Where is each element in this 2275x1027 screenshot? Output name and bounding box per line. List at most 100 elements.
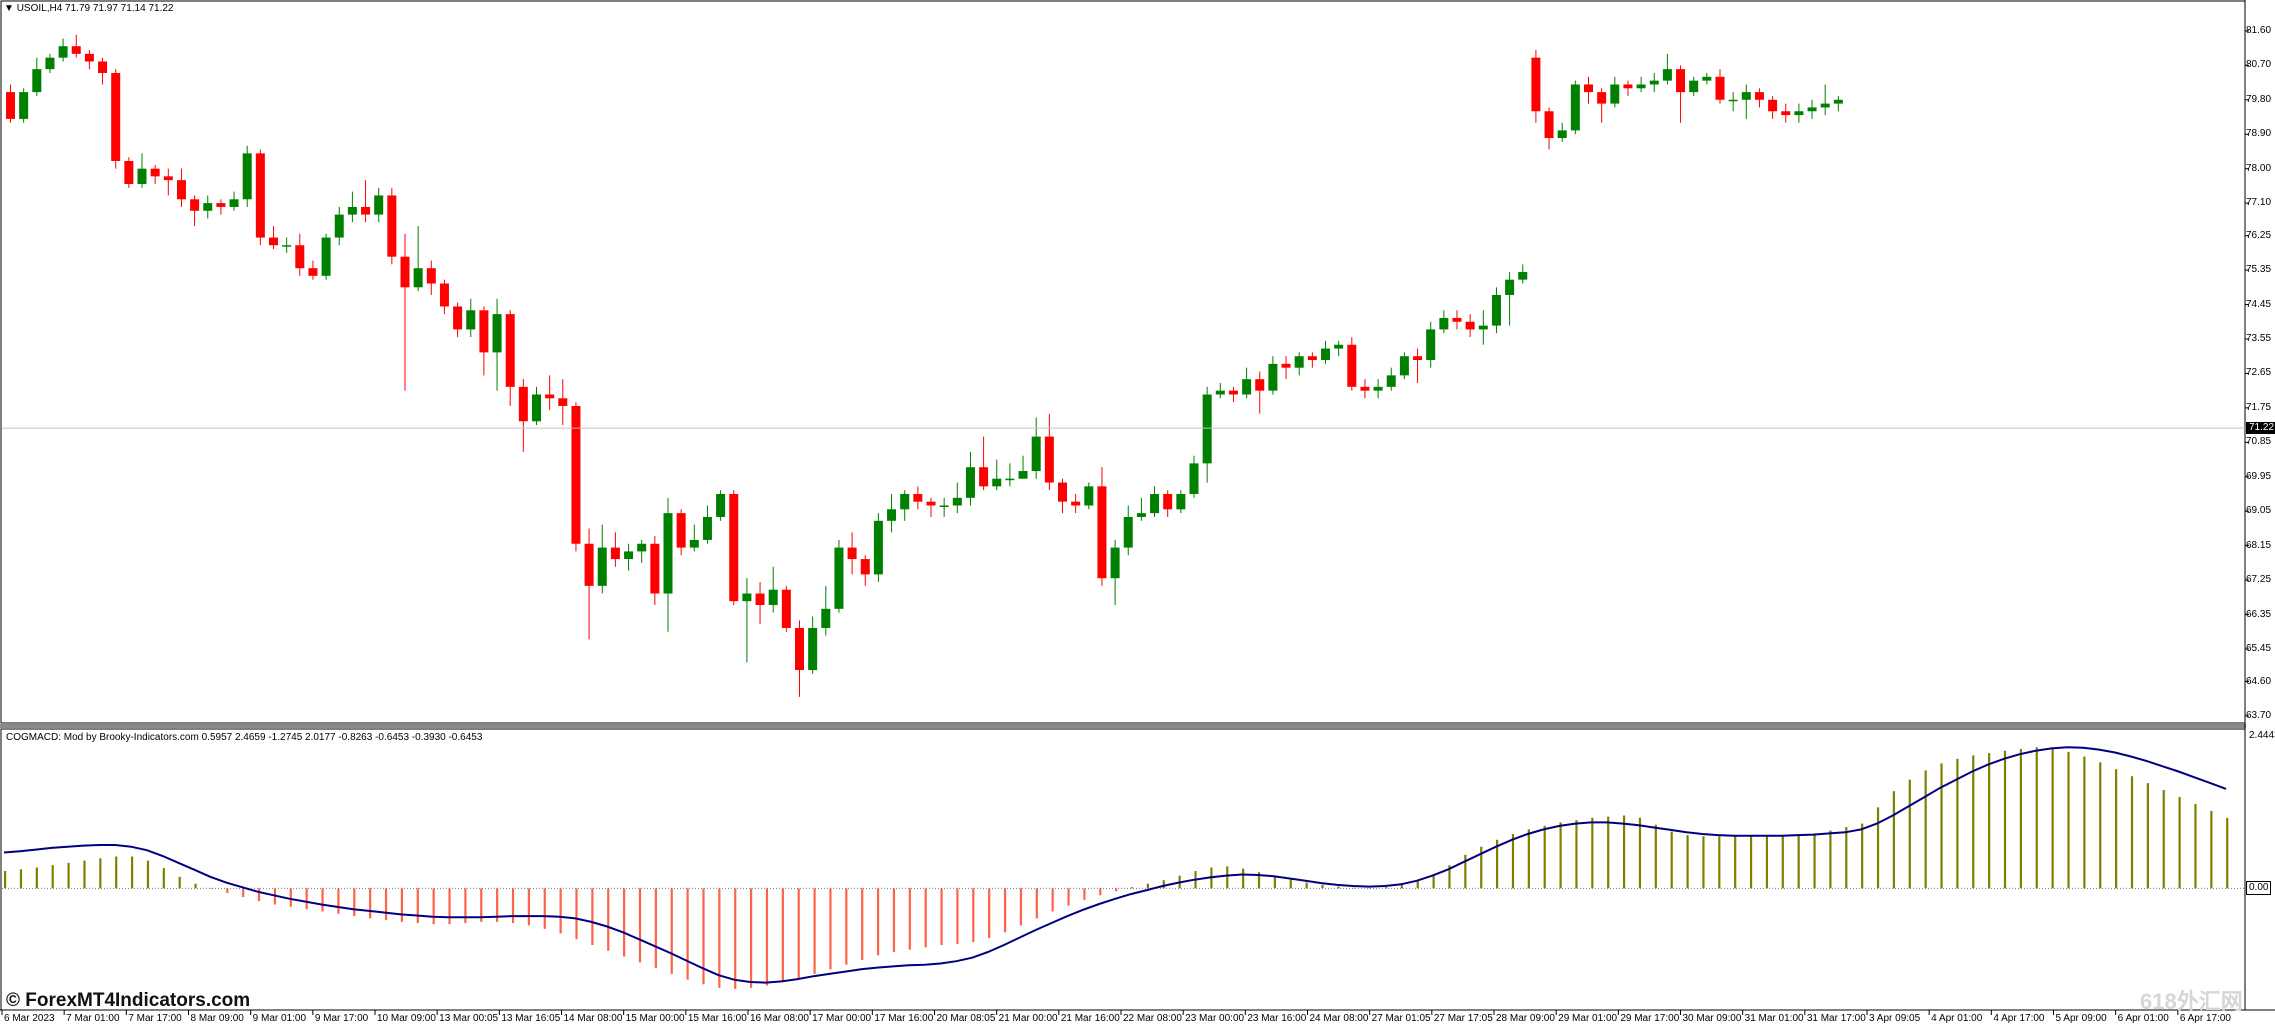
bull-candle[interactable]: [834, 547, 844, 609]
bear-candle[interactable]: [1531, 57, 1541, 112]
bull-candle[interactable]: [334, 214, 344, 238]
bear-candle[interactable]: [361, 206, 371, 215]
bull-candle[interactable]: [1807, 107, 1817, 112]
bear-candle[interactable]: [1071, 501, 1081, 506]
bull-candle[interactable]: [1123, 516, 1133, 548]
bull-candle[interactable]: [1005, 478, 1015, 481]
bull-candle[interactable]: [32, 69, 42, 93]
bull-candle[interactable]: [1505, 279, 1515, 295]
bear-candle[interactable]: [1281, 363, 1291, 368]
bull-candle[interactable]: [58, 46, 68, 58]
bull-candle[interactable]: [1373, 386, 1383, 391]
bull-candle[interactable]: [1018, 471, 1028, 479]
bull-candle[interactable]: [1439, 317, 1449, 330]
bear-candle[interactable]: [1597, 92, 1607, 104]
bear-candle[interactable]: [163, 176, 173, 181]
bear-candle[interactable]: [847, 547, 857, 560]
bear-candle[interactable]: [255, 153, 265, 238]
bull-candle[interactable]: [347, 206, 357, 215]
bear-candle[interactable]: [610, 547, 620, 560]
bull-candle[interactable]: [1794, 111, 1804, 116]
bear-candle[interactable]: [479, 310, 489, 353]
bull-candle[interactable]: [282, 245, 292, 247]
bull-candle[interactable]: [1189, 463, 1199, 495]
bear-candle[interactable]: [729, 494, 739, 602]
bull-candle[interactable]: [1202, 394, 1212, 464]
bear-candle[interactable]: [1781, 111, 1791, 116]
bear-candle[interactable]: [1228, 390, 1238, 395]
bear-candle[interactable]: [781, 589, 791, 628]
bull-candle[interactable]: [1176, 494, 1186, 510]
bull-candle[interactable]: [689, 539, 699, 548]
bear-candle[interactable]: [71, 46, 81, 54]
bear-candle[interactable]: [1452, 317, 1462, 322]
bear-candle[interactable]: [453, 306, 463, 330]
bear-candle[interactable]: [1097, 486, 1107, 579]
bull-candle[interactable]: [1268, 363, 1278, 391]
bull-candle[interactable]: [900, 494, 910, 510]
bull-candle[interactable]: [768, 589, 778, 606]
bear-candle[interactable]: [1255, 379, 1265, 391]
bull-candle[interactable]: [242, 153, 252, 200]
bull-candle[interactable]: [45, 57, 55, 70]
bear-candle[interactable]: [926, 501, 936, 506]
bull-candle[interactable]: [1321, 348, 1330, 361]
bull-candle[interactable]: [887, 509, 897, 521]
bull-candle[interactable]: [1610, 84, 1620, 104]
bull-candle[interactable]: [939, 505, 949, 507]
bear-candle[interactable]: [505, 314, 515, 387]
bear-candle[interactable]: [308, 268, 318, 276]
bear-candle[interactable]: [913, 494, 923, 502]
bull-candle[interactable]: [1478, 325, 1488, 330]
bear-candle[interactable]: [1715, 76, 1725, 100]
bear-candle[interactable]: [1347, 344, 1357, 387]
bull-candle[interactable]: [637, 543, 647, 552]
bull-candle[interactable]: [413, 268, 423, 288]
bull-candle[interactable]: [19, 92, 29, 119]
bear-candle[interactable]: [439, 283, 449, 307]
bear-candle[interactable]: [795, 627, 804, 671]
bear-candle[interactable]: [1058, 482, 1067, 502]
bull-candle[interactable]: [965, 467, 975, 498]
bull-candle[interactable]: [1518, 272, 1528, 280]
bull-candle[interactable]: [1820, 103, 1830, 108]
bear-candle[interactable]: [400, 256, 410, 288]
bear-candle[interactable]: [571, 405, 581, 544]
bear-candle[interactable]: [295, 245, 305, 269]
bear-candle[interactable]: [1413, 356, 1423, 361]
bull-candle[interactable]: [1215, 390, 1225, 395]
bear-candle[interactable]: [111, 72, 121, 162]
bull-candle[interactable]: [742, 593, 752, 602]
bear-candle[interactable]: [1044, 436, 1054, 483]
panel-separator[interactable]: [0, 724, 2246, 728]
bull-candle[interactable]: [466, 310, 476, 330]
bull-candle[interactable]: [992, 478, 1002, 487]
bull-candle[interactable]: [492, 314, 502, 353]
bull-candle[interactable]: [1702, 76, 1712, 81]
bull-candle[interactable]: [1491, 294, 1501, 326]
bull-candle[interactable]: [1426, 329, 1436, 361]
bull-candle[interactable]: [873, 520, 883, 575]
bear-candle[interactable]: [387, 195, 397, 257]
bear-candle[interactable]: [650, 543, 660, 594]
bull-candle[interactable]: [1386, 375, 1396, 387]
dropdown-triangle-icon[interactable]: ▼: [4, 3, 14, 14]
bear-candle[interactable]: [150, 168, 160, 177]
bear-candle[interactable]: [1465, 321, 1475, 330]
bear-candle[interactable]: [1676, 69, 1686, 93]
bull-candle[interactable]: [1689, 80, 1699, 93]
bull-candle[interactable]: [1557, 130, 1567, 139]
bear-candle[interactable]: [1768, 99, 1778, 112]
bull-candle[interactable]: [702, 516, 712, 540]
bear-candle[interactable]: [1754, 92, 1764, 100]
bear-candle[interactable]: [1623, 84, 1633, 89]
bull-candle[interactable]: [1031, 436, 1041, 472]
bull-candle[interactable]: [137, 168, 147, 184]
bear-candle[interactable]: [426, 268, 436, 284]
bull-candle[interactable]: [1662, 69, 1672, 81]
bull-candle[interactable]: [821, 608, 831, 628]
bull-candle[interactable]: [952, 497, 962, 506]
bull-candle[interactable]: [1136, 513, 1146, 517]
bull-candle[interactable]: [808, 627, 818, 671]
